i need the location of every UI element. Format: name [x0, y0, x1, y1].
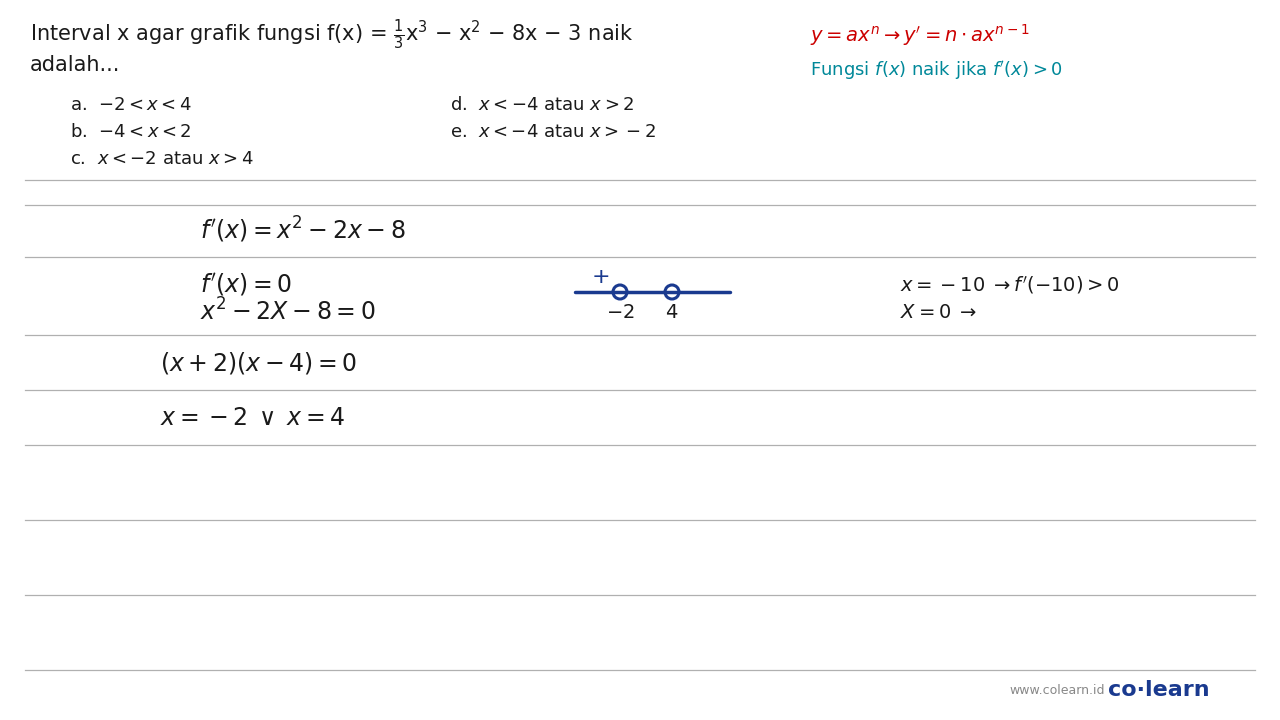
Text: $+$: $+$: [591, 267, 609, 287]
Text: co·learn: co·learn: [1108, 680, 1210, 700]
Text: $f'(x) = 0$: $f'(x) = 0$: [200, 271, 292, 298]
Text: c.  $x < -2$ atau $x > 4$: c. $x < -2$ atau $x > 4$: [70, 150, 253, 168]
Text: adalah...: adalah...: [29, 55, 120, 75]
Text: b.  $-4 < x < 2$: b. $-4 < x < 2$: [70, 123, 192, 141]
Text: $x^2 - 2X - 8 = 0$: $x^2 - 2X - 8 = 0$: [200, 298, 375, 325]
Text: a.  $-2 < x < 4$: a. $-2 < x < 4$: [70, 96, 192, 114]
Text: $-2$: $-2$: [605, 302, 635, 322]
Text: $x = -2 \; \vee \; x = 4$: $x = -2 \; \vee \; x = 4$: [160, 406, 346, 430]
Text: $y = ax^n \rightarrow y' = n \cdot ax^{n-1}$: $y = ax^n \rightarrow y' = n \cdot ax^{n…: [810, 22, 1029, 48]
Text: $4$: $4$: [666, 302, 678, 322]
Text: $f'(x) = x^2 - 2x - 8$: $f'(x) = x^2 - 2x - 8$: [200, 215, 406, 245]
Text: $(x+2)(x-4) = 0$: $(x+2)(x-4) = 0$: [160, 350, 357, 376]
Text: $X = 0 \; \rightarrow$: $X = 0 \; \rightarrow$: [900, 302, 977, 322]
Text: www.colearn.id: www.colearn.id: [1010, 683, 1105, 696]
Text: $x = -10 \; \rightarrow f'(-10) > 0$: $x = -10 \; \rightarrow f'(-10) > 0$: [900, 274, 1120, 296]
Text: e.  $x < -4$ atau $x > -2$: e. $x < -4$ atau $x > -2$: [451, 123, 657, 141]
Text: Fungsi $f(x)$ naik jika $f'(x) > 0$: Fungsi $f(x)$ naik jika $f'(x) > 0$: [810, 58, 1062, 81]
Text: d.  $x < -4$ atau $x > 2$: d. $x < -4$ atau $x > 2$: [451, 96, 635, 114]
Text: Interval x agar grafik fungsi f(x) = $\frac{1}{3}$x$^3$ $-$ x$^2$ $-$ 8x $-$ 3 n: Interval x agar grafik fungsi f(x) = $\f…: [29, 18, 634, 53]
